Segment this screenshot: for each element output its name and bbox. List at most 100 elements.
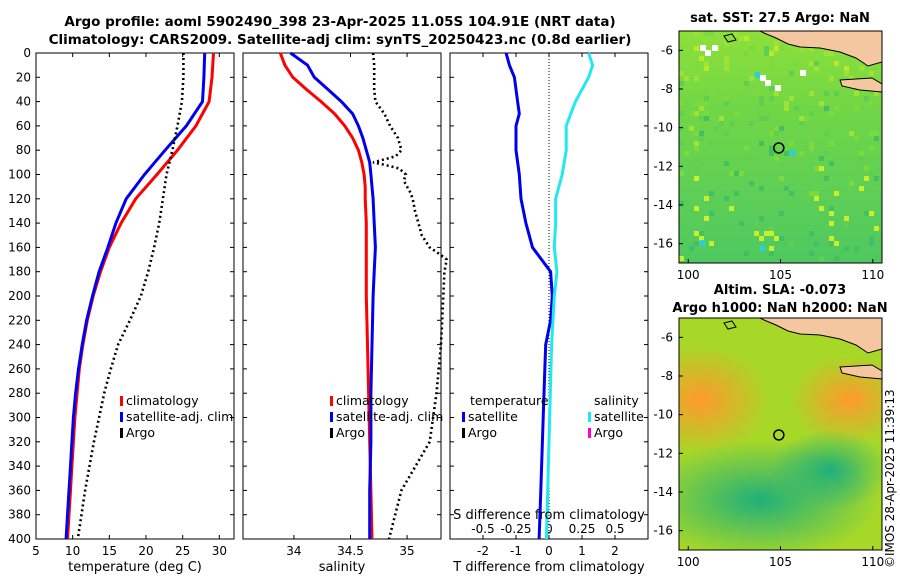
sst-pixel <box>809 191 814 196</box>
sst-pixel <box>789 141 794 146</box>
sst-pixel <box>679 211 684 216</box>
sst-pixel <box>779 126 784 131</box>
sla-map <box>679 318 882 550</box>
sst-pixel <box>814 196 819 201</box>
sst-pixel <box>709 91 714 96</box>
sst-pixel <box>829 76 834 81</box>
legend-swatch-satellite <box>120 412 123 422</box>
sst-pixel <box>724 56 729 61</box>
sst-pixel <box>859 66 864 71</box>
sst-pixel <box>734 111 739 116</box>
sst-pixel <box>709 31 714 36</box>
sst-pixel <box>844 71 849 76</box>
sst-pixel <box>849 181 854 186</box>
temp-satellite-line <box>64 52 207 540</box>
sst-pixel <box>734 171 739 176</box>
sst-pixel <box>724 181 729 186</box>
sst-pixel <box>849 76 854 81</box>
sst-pixel <box>824 176 829 181</box>
sst-pixel <box>784 151 789 156</box>
sst-pixel <box>819 101 824 106</box>
sst-pixel <box>799 46 804 51</box>
sst-pixel <box>784 186 789 191</box>
sst-pixel <box>844 221 849 226</box>
ytick-label: 360 <box>8 483 31 497</box>
sst-pixel <box>874 131 879 136</box>
xtick-label: 2 <box>611 544 619 558</box>
sst-pixel <box>809 141 814 146</box>
map-ytick-label: -10 <box>653 121 673 135</box>
sst-pixel <box>679 111 684 116</box>
salinity-plot-frame <box>242 52 442 540</box>
sst-pixel <box>679 101 684 106</box>
sst-pixel <box>724 86 729 91</box>
sst-pixel <box>679 256 684 261</box>
sst-pixel <box>699 106 704 111</box>
sst-cloud-gap <box>765 80 771 86</box>
sst-pixel <box>729 171 734 176</box>
sst-pixel <box>694 76 699 81</box>
s-tick-label: -0.25 <box>500 522 531 536</box>
map-ytick-label: -12 <box>653 446 673 460</box>
xtick-label: -1 <box>510 544 522 558</box>
salinity-xlabel: salinity <box>319 560 366 575</box>
sst-pixel <box>694 46 699 51</box>
sst-pixel <box>679 76 684 81</box>
sst-pixel <box>679 141 684 146</box>
sst-pixel <box>859 186 864 191</box>
legend-label-t-argo: Argo <box>468 425 497 440</box>
sst-pixel <box>694 31 699 36</box>
sst-pixel <box>824 131 829 136</box>
sst-pixel <box>704 31 709 36</box>
sst-pixel <box>699 236 704 241</box>
sst-pixel <box>819 206 824 211</box>
sst-pixel <box>874 91 879 96</box>
map-xtick-label: 105 <box>769 268 792 282</box>
map-ytick-label: -8 <box>661 369 673 383</box>
sst-pixel <box>694 206 699 211</box>
sst-cloud-gap <box>705 50 711 56</box>
sst-island <box>723 33 737 43</box>
xtick-label: 15 <box>102 544 117 558</box>
sst-pixel <box>699 86 704 91</box>
sst-pixel <box>759 186 764 191</box>
sla-high-west <box>679 345 770 455</box>
sst-pixel <box>694 111 699 116</box>
sst-pixel <box>759 101 764 106</box>
sst-pixel <box>789 181 794 186</box>
sst-pixel <box>864 166 869 171</box>
legend-salinity-header: salinity <box>594 393 639 408</box>
sst-pixel <box>704 216 709 221</box>
sst-pixel <box>699 56 704 61</box>
sst-pixel <box>719 121 724 126</box>
sst-pixel <box>724 196 729 201</box>
diff-sal-satellite-line <box>544 52 595 540</box>
sla-land-java <box>759 318 882 354</box>
sst-pixel <box>724 66 729 71</box>
sst-pixel <box>819 176 824 181</box>
sst-map-title: sat. SST: 27.5 Argo: NaN <box>690 11 870 26</box>
sst-pixel <box>769 151 774 156</box>
sst-pixel <box>729 121 734 126</box>
sst-pixel <box>874 181 879 186</box>
sst-pixel <box>769 251 774 256</box>
ytick-label: 320 <box>8 435 31 449</box>
sla-map-title-line2: Argo h1000: NaN h2000: NaN <box>672 301 887 316</box>
sst-pixel <box>739 36 744 41</box>
ytick-label: 200 <box>8 289 31 303</box>
sst-pixel <box>834 191 839 196</box>
map-xtick-label: 105 <box>769 555 792 569</box>
sst-pixel <box>874 176 879 181</box>
legend-label-s-satellite: satellite <box>594 409 644 424</box>
sst-pixel <box>769 246 774 251</box>
sst-pixel <box>774 81 779 86</box>
sst-cloud-gap <box>800 70 806 76</box>
sst-pixel <box>734 191 739 196</box>
sst-pixel <box>774 126 779 131</box>
sst-pixel <box>774 41 779 46</box>
legend-swatch-argo <box>120 428 123 438</box>
sst-pixel <box>809 91 814 96</box>
sst-pixel <box>814 61 819 66</box>
sst-pixel <box>759 216 764 221</box>
sst-float-marker <box>773 142 785 154</box>
